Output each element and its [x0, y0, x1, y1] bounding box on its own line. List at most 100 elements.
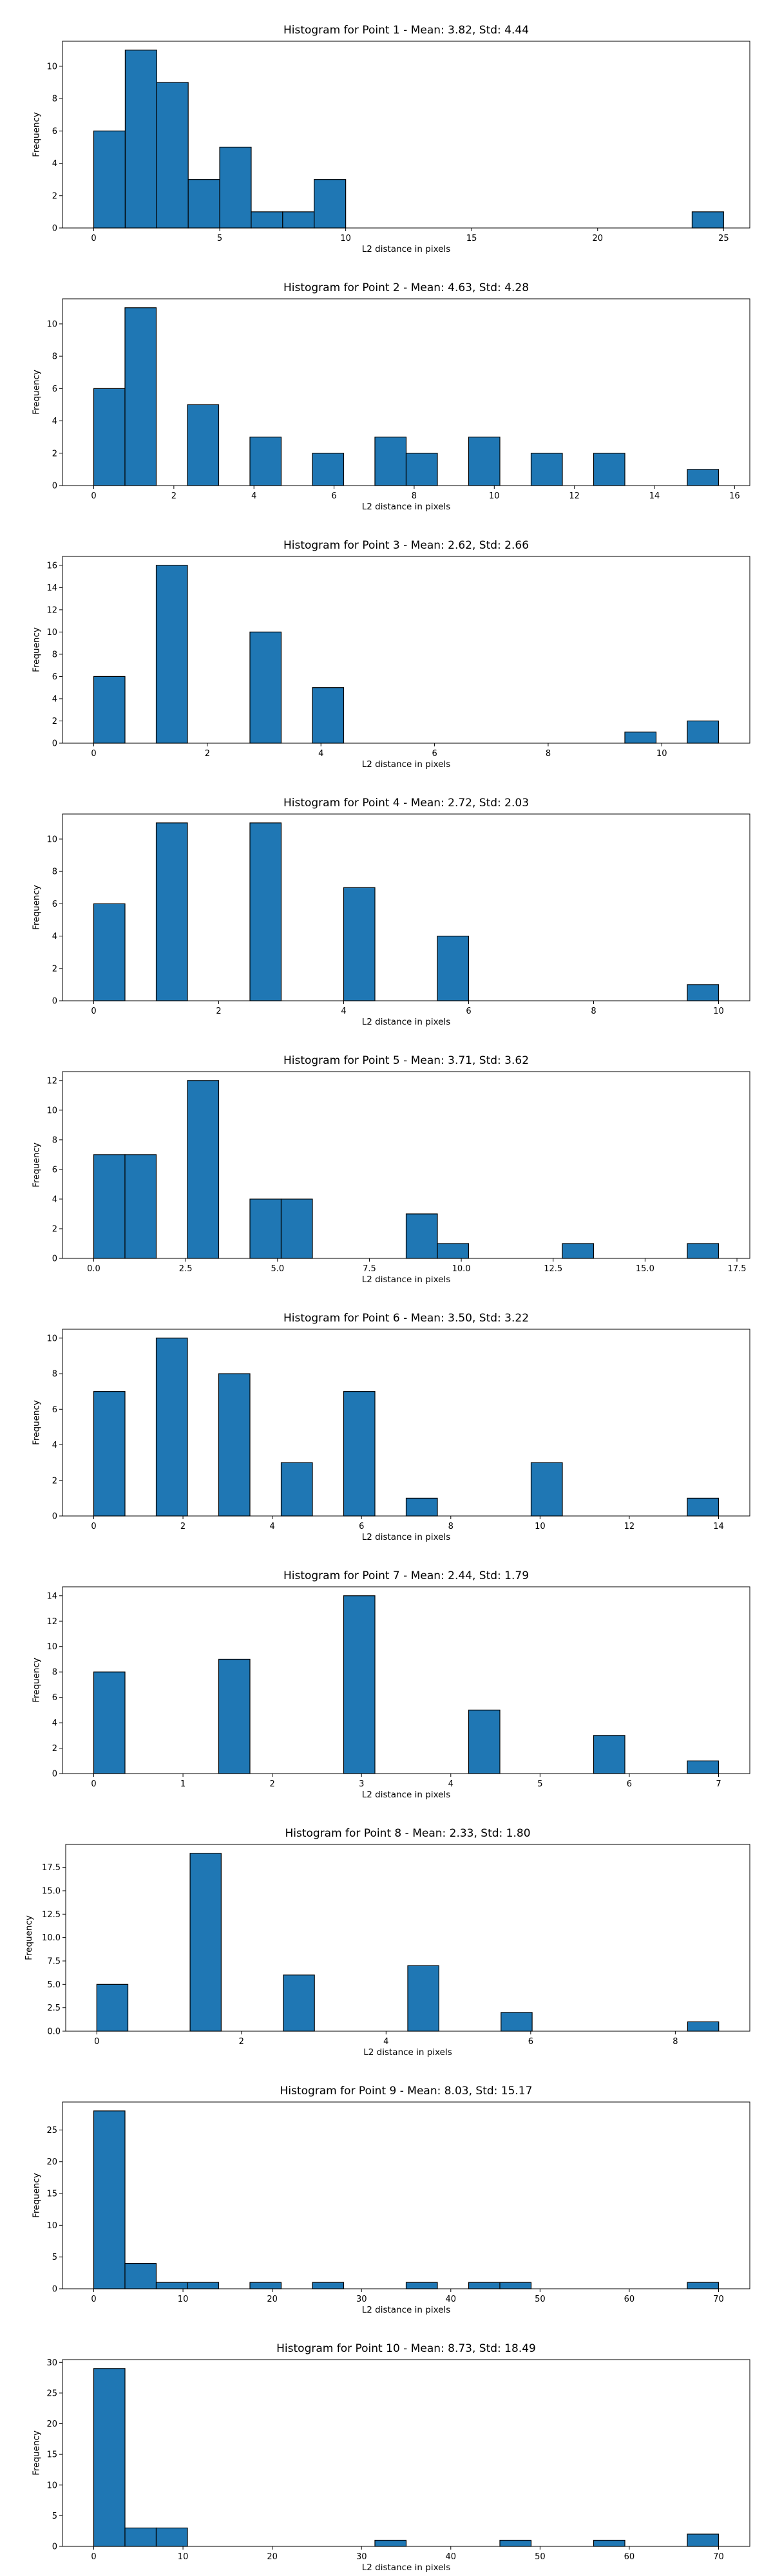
histogram-bar — [375, 2540, 406, 2546]
x-tick-label: 12 — [569, 491, 580, 501]
y-tick-label: 12 — [46, 1617, 57, 1627]
x-tick-label: 4 — [270, 1522, 275, 1531]
x-tick-label: 0 — [91, 491, 96, 501]
x-axis-label: L2 distance in pixels — [362, 1017, 450, 1027]
histogram-bar — [687, 1761, 719, 1774]
histogram-bar — [187, 2282, 219, 2289]
y-axis-label: Frequency — [32, 2173, 42, 2218]
histogram-bar — [219, 1659, 251, 1774]
histogram-bar — [437, 936, 469, 1001]
x-tick-label: 60 — [624, 2552, 635, 2562]
histogram-bar — [125, 1155, 157, 1258]
y-tick-label: 25 — [46, 2389, 57, 2398]
y-tick-label: 30 — [46, 2358, 57, 2368]
x-tick-label: 4 — [383, 2037, 388, 2047]
y-tick-label: 14 — [46, 583, 57, 593]
y-axis-label: Frequency — [32, 1142, 42, 1188]
y-axis-label: Frequency — [32, 2430, 42, 2476]
chart-title: Histogram for Point 3 - Mean: 2.62, Std:… — [283, 539, 529, 552]
x-tick-label: 6 — [359, 1522, 364, 1531]
x-tick-label: 8 — [673, 2037, 678, 2047]
x-tick-label: 6 — [331, 491, 336, 501]
y-tick-label: 6 — [52, 384, 57, 394]
histogram-bar — [594, 1736, 625, 1774]
x-tick-label: 0 — [91, 749, 96, 759]
x-tick-label: 70 — [713, 2552, 724, 2562]
histogram-panel-10: Histogram for Point 10 - Mean: 8.73, Std… — [0, 2318, 773, 2576]
y-tick-label: 0 — [52, 224, 57, 234]
histogram-bar — [687, 1498, 719, 1516]
bars — [94, 1081, 719, 1258]
histogram-bar — [187, 1081, 219, 1258]
y-tick-label: 10 — [46, 2221, 57, 2231]
plot-frame — [62, 2102, 750, 2289]
y-tick-label: 5.0 — [47, 1980, 61, 1990]
y-axis-label: Frequency — [32, 627, 42, 672]
x-tick-label: 40 — [446, 2295, 457, 2304]
histogram-bar — [469, 1710, 501, 1774]
x-tick-label: 5 — [217, 234, 222, 243]
histogram-bar — [469, 2282, 501, 2289]
histogram-bar — [687, 2022, 718, 2031]
histogram-bar — [94, 676, 126, 743]
chart-title: Histogram for Point 9 - Mean: 8.03, Std:… — [280, 2085, 533, 2098]
x-tick-label: 6 — [466, 1007, 471, 1016]
y-tick-label: 0 — [52, 2543, 57, 2552]
chart-title: Histogram for Point 2 - Mean: 4.63, Std:… — [283, 281, 529, 294]
y-tick-label: 0 — [52, 2285, 57, 2295]
bars — [94, 823, 719, 1001]
y-tick-label: 2 — [52, 1476, 57, 1486]
histogram-bar — [282, 1463, 313, 1516]
y-tick-label: 0 — [52, 1255, 57, 1264]
histogram-bar — [283, 212, 314, 228]
x-tick-label: 10 — [489, 491, 500, 501]
x-tick-label: 0 — [91, 2552, 96, 2562]
histogram-bar — [125, 308, 157, 486]
x-tick-label: 2 — [216, 1007, 221, 1016]
histogram-bar — [344, 1392, 376, 1516]
y-tick-label: 6 — [52, 900, 57, 909]
y-tick-label: 0.0 — [47, 2027, 61, 2037]
histogram-bar — [594, 453, 625, 486]
histogram-bar — [594, 2540, 625, 2546]
x-tick-label: 2 — [239, 2037, 244, 2047]
y-tick-label: 10 — [46, 1642, 57, 1652]
histogram-bar — [250, 632, 282, 743]
y-tick-label: 4 — [52, 159, 57, 169]
histogram-bar — [687, 469, 719, 486]
x-tick-label: 17.5 — [728, 1264, 747, 1274]
x-tick-label: 12 — [624, 1522, 635, 1531]
y-tick-label: 20 — [46, 2420, 57, 2429]
y-axis-label: Frequency — [32, 1658, 42, 1703]
y-tick-label: 2 — [52, 1224, 57, 1234]
x-tick-label: 2 — [171, 491, 177, 501]
histogram-bar — [531, 1463, 563, 1516]
x-axis-label: L2 distance in pixels — [362, 1790, 450, 1800]
histogram-bar — [469, 437, 501, 486]
histogram-bar — [157, 2282, 188, 2289]
x-tick-label: 5 — [537, 1779, 542, 1789]
y-tick-label: 5 — [52, 2253, 57, 2262]
y-tick-label: 8 — [52, 1370, 57, 1379]
bars — [94, 565, 719, 743]
y-tick-label: 17.5 — [42, 1863, 61, 1873]
y-tick-label: 2.5 — [47, 2003, 61, 2013]
y-tick-label: 2 — [52, 717, 57, 726]
bars — [97, 1853, 718, 2031]
y-tick-label: 15 — [46, 2450, 57, 2460]
chart-title: Histogram for Point 4 - Mean: 2.72, Std:… — [283, 797, 529, 810]
y-tick-label: 0 — [52, 1770, 57, 1779]
histogram-bar — [157, 1338, 188, 1516]
x-tick-label: 4 — [448, 1779, 453, 1789]
chart-title: Histogram for Point 7 - Mean: 2.44, Std:… — [283, 1569, 529, 1582]
y-tick-label: 4 — [52, 417, 57, 426]
x-axis-label: L2 distance in pixels — [362, 244, 450, 254]
y-tick-label: 0 — [52, 482, 57, 491]
y-tick-label: 8 — [52, 650, 57, 659]
x-tick-label: 4 — [251, 491, 256, 501]
bars — [94, 1596, 719, 1774]
y-tick-label: 5 — [52, 2512, 57, 2521]
histogram-bar — [312, 453, 344, 486]
y-tick-label: 6 — [52, 1165, 57, 1175]
x-tick-label: 12.5 — [544, 1264, 562, 1274]
